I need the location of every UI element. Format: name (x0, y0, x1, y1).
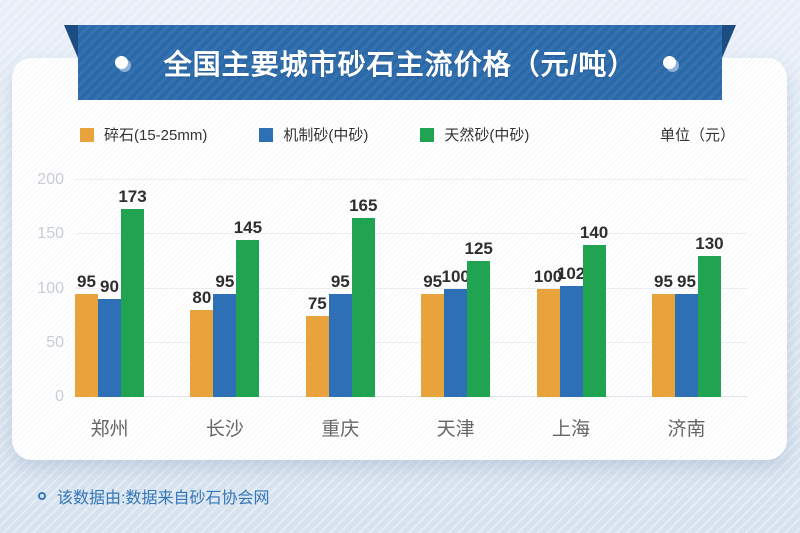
bar: 140 (580, 223, 608, 397)
bar: 95 (674, 272, 698, 397)
y-tick-label: 150 (37, 225, 64, 243)
chart-legend: 碎石(15-25mm) 机制砂(中砂) 天然砂(中砂) 单位（元） (80, 124, 735, 145)
y-tick-label: 0 (55, 388, 64, 405)
bar-value-label: 130 (695, 233, 724, 253)
unit-label: 单位（元） (659, 127, 735, 144)
bar-value-label: 95 (676, 271, 696, 291)
category-label: 重庆 (321, 419, 360, 440)
bar: 95 (328, 272, 352, 397)
bar-group: 75 95 165 重庆 (305, 180, 377, 440)
legend-swatch-blue-icon (259, 127, 274, 142)
bar: 95 (75, 272, 98, 397)
legend-swatch-green-icon (420, 127, 435, 142)
legend-item-machine-sand: 机制砂(中砂) (259, 124, 368, 145)
bar-value-label: 95 (653, 271, 673, 291)
ribbon-fold-left (64, 25, 78, 58)
bar-group: 95 90 173 郑州 (75, 180, 147, 440)
banner-dot-right-icon (663, 56, 676, 69)
bar-chart: 0 50 100 150 200 95 90 173 郑州 80 95 145 长沙 75 95 165 重庆… (34, 171, 747, 440)
bar: 165 (349, 196, 377, 397)
bar-value-label: 80 (192, 288, 212, 308)
bar-group: 95 95 130 济南 (651, 180, 724, 440)
bar-cluster: 80 95 145 (190, 218, 262, 397)
category-label: 郑州 (90, 419, 129, 440)
bar-group: 100 102 140 上海 (534, 180, 608, 440)
bar: 100 (441, 267, 470, 397)
chart-card: 碎石(15-25mm) 机制砂(中砂) 天然砂(中砂) 单位（元） 0 50 100… (12, 58, 787, 460)
bar: 90 (98, 277, 121, 397)
data-source-note: 该数据由:数据来自砂石协会网 (57, 490, 270, 507)
page-title: 全国主要城市砂石主流价格（元/吨） (163, 48, 637, 80)
category-label: 天津 (436, 419, 475, 440)
bar-value-label: 140 (579, 223, 609, 243)
y-tick-label: 200 (37, 171, 64, 188)
bar: 173 (118, 187, 147, 397)
bar-group: 95 100 125 天津 (421, 180, 493, 440)
legend-label: 天然砂(中砂) (444, 127, 530, 144)
title-banner: 全国主要城市砂石主流价格（元/吨） (78, 25, 722, 100)
bar-value-label: 100 (441, 266, 470, 286)
y-tick-label: 100 (37, 279, 64, 297)
bar: 125 (464, 239, 493, 397)
ribbon-fold-right (722, 25, 736, 58)
bar-value-label: 125 (464, 239, 493, 259)
bar-value-label: 95 (423, 271, 443, 291)
category-label: 济南 (667, 419, 706, 440)
y-axis: 0 50 100 150 200 (34, 171, 64, 405)
legend-item-natural-sand: 天然砂(中砂) (420, 124, 529, 145)
gridline (75, 287, 747, 289)
legend-label: 碎石(15-25mm) (104, 127, 208, 144)
bar-groups: 95 90 173 郑州 80 95 145 长沙 75 95 165 重庆 95 100 125 天津 100… (75, 180, 747, 440)
footer-bullet-icon (38, 492, 46, 500)
bar: 95 (213, 272, 237, 397)
bar-value-label: 145 (233, 217, 263, 237)
bar-cluster: 95 100 125 (421, 239, 493, 397)
bar-cluster: 95 90 173 (75, 187, 147, 397)
bar: 100 (534, 267, 562, 397)
bar: 95 (421, 272, 445, 397)
y-tick-label: 50 (46, 333, 64, 351)
gridline (75, 179, 747, 180)
category-label: 长沙 (205, 419, 244, 440)
bar: 145 (234, 218, 262, 397)
bar-value-label: 95 (330, 271, 350, 291)
footer: 该数据由:数据来自砂石协会网 (38, 484, 269, 508)
bar: 75 (305, 294, 329, 397)
bar-value-label: 102 (556, 264, 586, 284)
bar: 95 (651, 272, 675, 397)
gridline (75, 341, 747, 343)
bar-cluster: 100 102 140 (534, 223, 608, 397)
bar-value-label: 173 (118, 187, 147, 207)
bar-cluster: 95 95 130 (651, 234, 724, 397)
bar-value-label: 165 (349, 195, 378, 215)
banner-dot-left-icon (115, 56, 128, 69)
bar-value-label: 95 (215, 271, 235, 291)
bar-value-label: 90 (100, 277, 119, 297)
bar-value-label: 75 (307, 293, 327, 313)
bar-value-label: 95 (77, 271, 96, 291)
bar-cluster: 75 95 165 (305, 196, 377, 397)
legend-swatch-orange-icon (80, 127, 94, 142)
bar: 130 (695, 234, 724, 397)
bar-value-label: 100 (533, 266, 563, 286)
bar-group: 80 95 145 长沙 (190, 180, 262, 440)
gridline (75, 396, 747, 397)
bar: 80 (190, 288, 214, 397)
legend-item-crushed-stone: 碎石(15-25mm) (80, 124, 207, 145)
gridline (75, 233, 747, 235)
legend-label: 机制砂(中砂) (283, 127, 369, 144)
plot-area: 95 90 173 郑州 80 95 145 长沙 75 95 165 重庆 95 100 125 天津 100… (75, 179, 747, 440)
category-label: 上海 (552, 419, 591, 440)
bar: 102 (557, 264, 585, 397)
